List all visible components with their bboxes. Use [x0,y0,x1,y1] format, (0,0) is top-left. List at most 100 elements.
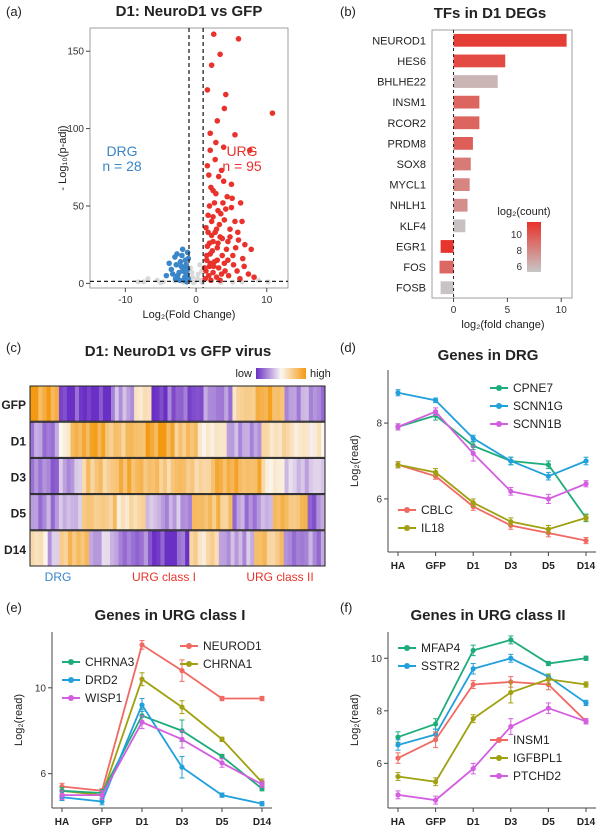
heatmap-cell [305,422,310,458]
data-point [545,676,552,682]
heatmap-cell [137,422,143,458]
heatmap-cell [62,494,68,530]
heatmap-cell [171,386,176,422]
heatmap-cell [159,386,164,422]
heatmap-cell [191,494,197,530]
panel-label-f: (f) [340,600,352,615]
heatmap-cell [255,386,261,422]
heatmap-cell [58,386,64,422]
drg-count: n = 28 [102,158,142,174]
heatmap-cell [178,458,183,494]
heatmap-cell [127,458,132,494]
data-point [545,705,552,711]
legend-swatch-dot [404,525,410,531]
heatmap-cell [153,422,159,458]
heatmap-cell [135,530,140,566]
heatmap-cell [284,494,289,530]
heatmap-cell [304,458,310,494]
panel-label-c: (c) [6,340,21,355]
heatmap-cell [151,386,156,422]
heatmap-cell [246,530,251,566]
series-line [397,678,587,783]
volcano-ylabel: - Log₁₀(p-adj) [57,125,69,190]
volcano-point-urg [206,172,212,178]
heatmap-cell [296,494,301,530]
legend-swatch-dot [404,645,410,651]
count-legend-bar [527,222,541,272]
heatmap-cell [54,458,60,494]
volcano-point-urg [241,263,247,270]
tf-category-label: INSM1 [392,97,426,109]
heatmap-cell [164,494,170,530]
tf-bar [453,75,498,88]
heatmap-row-label: D1 [11,434,27,448]
heatmap-cell [145,494,150,530]
volcano-point-urg [225,257,231,263]
volcano-point-urg [251,274,257,280]
heat-group-urg2: URG class II [246,570,313,584]
heat-legend-high: high [310,368,331,380]
heatmap-cell [320,458,326,494]
legend-swatch-dot [496,421,502,427]
data-point [395,734,401,740]
heatmap-cell [143,530,149,566]
volcano-point-urg [232,131,238,138]
y-tick-label: 6 [376,759,382,770]
volcano-point-urg [217,277,223,284]
heatmap-cell [58,422,64,458]
heatmap-cell [298,422,303,458]
volcano-point-urg [213,190,219,197]
heatmap-cell [316,494,322,530]
volcano-point-urg [220,178,227,185]
heatmap-cell [38,422,43,458]
volcano-point-urg [204,162,211,169]
heatmap-cell [142,386,148,422]
heatmap-cell [301,422,307,458]
volcano-point-drg [183,261,189,268]
tf-frame [431,29,573,299]
data-point [470,716,476,722]
heatmap-cell [34,422,39,458]
heatmap-cell [50,458,56,494]
volcano-point-urg [205,212,211,219]
tf-category-label: NEUROD1 [372,35,426,47]
heatmap-cell [230,422,235,458]
x-tick-label: GFP [425,561,446,572]
heatmap-cell [199,386,204,422]
tf-bar [453,95,480,109]
heatmap-cell [155,386,160,422]
heatmap-cell [273,422,279,458]
data-point [259,801,265,807]
volcano-point-ns [195,271,201,277]
heatmap-cell [158,422,163,458]
data-point [545,462,552,468]
heatmap-cell [101,494,106,530]
heatmap-cell [232,386,237,422]
heatmap-cell [181,530,186,566]
volcano-point-urg [221,105,228,112]
x-tick-label: GFP [92,817,113,828]
volcano-point-urg [223,246,230,253]
data-point [179,764,185,770]
heatmap-cell [265,422,271,458]
volcano-point-urg [208,62,215,68]
heatmap-cell [160,530,165,566]
volcano-point-urg [202,275,209,282]
heatmap-cell [283,530,289,566]
heatmap-cell [185,530,190,566]
heatmap-cell [245,422,251,458]
volcano-point-urg [269,110,276,116]
heatmap-cell [304,386,310,422]
heatmap-cell [70,494,75,530]
heatmap-cell [141,494,147,530]
heatmap-cell [112,494,118,530]
heatmap-cell [275,530,280,566]
x-tick-label: HA [391,561,405,572]
volcano-point-urg [220,144,227,150]
data-point [395,792,401,798]
heatmap-cell [42,386,47,422]
heatmap-cell [220,494,225,530]
heatmap-cell [76,530,81,566]
heatmap-cell [176,530,182,566]
volcano-point-urg [228,204,235,211]
